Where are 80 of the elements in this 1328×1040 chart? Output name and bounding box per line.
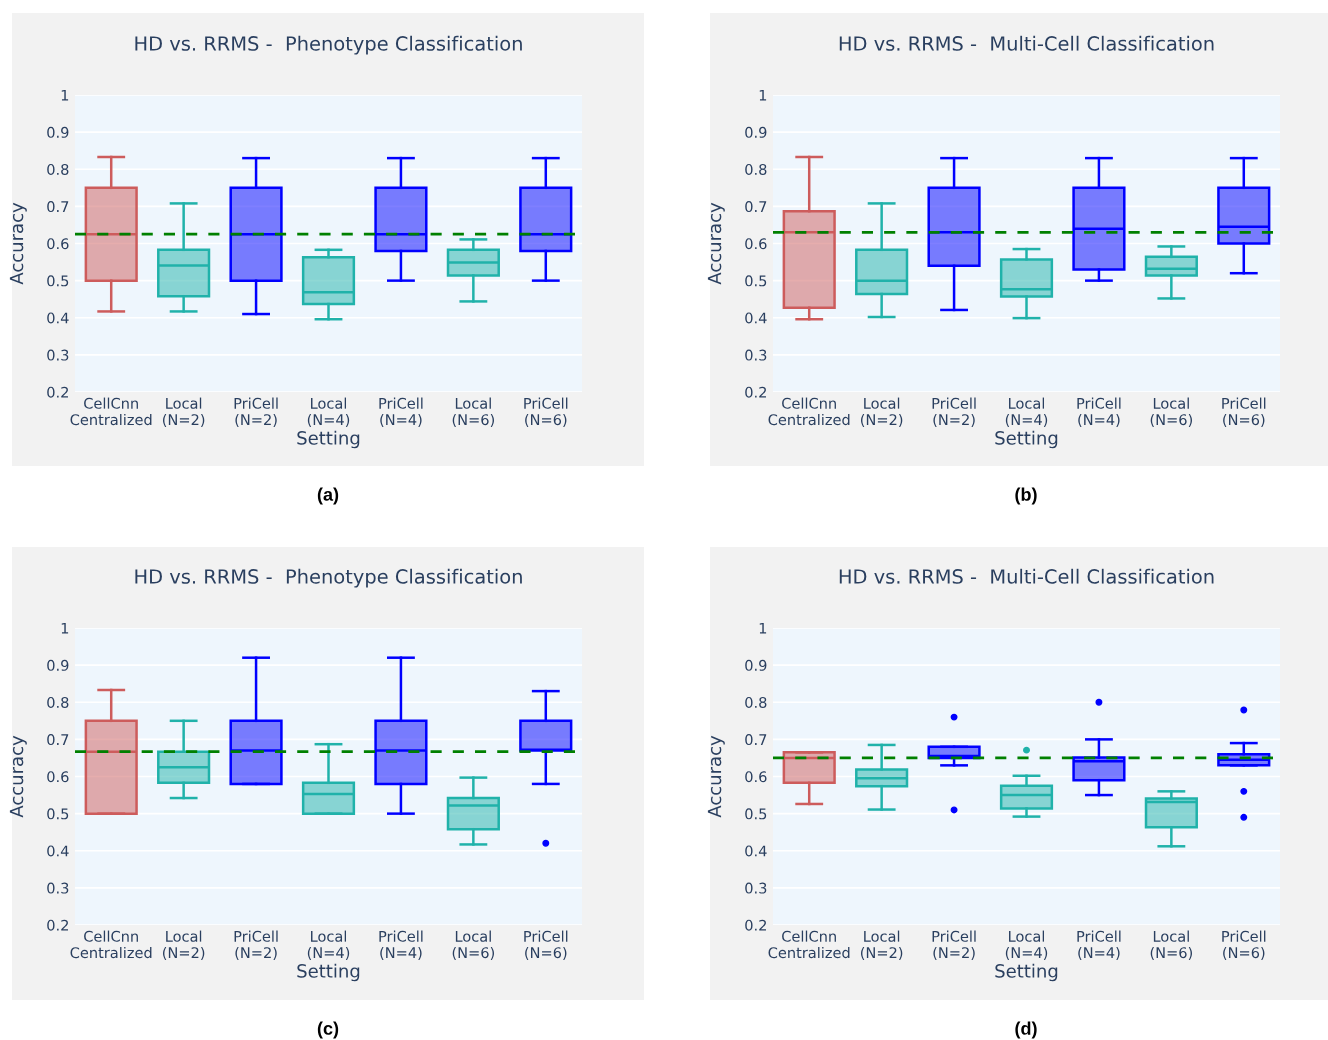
text: (d): [1015, 1021, 1037, 1039]
x-axis-title: Setting: [995, 430, 1058, 449]
x-axis-title: Setting: [995, 963, 1058, 982]
y-tick-label: 1: [759, 89, 767, 101]
x-tick-label: Local (N=2): [861, 930, 903, 960]
y-axis-title: Accuracy: [9, 202, 27, 285]
x-tick-label: PriCell (N=4): [1077, 397, 1121, 427]
y-tick-label: 0.8: [745, 163, 767, 175]
y-axis-title: Accuracy: [707, 202, 725, 285]
x-tick-label: CellCnn Centralized: [70, 397, 152, 426]
x-tick-label: PriCell (N=6): [1222, 930, 1266, 960]
text: (b): [1015, 487, 1037, 505]
x-tick-label: Local (N=4): [307, 397, 350, 427]
x-axis-title: Setting: [297, 963, 360, 982]
x-tick-label: PriCell (N=4): [379, 397, 423, 427]
x-tick-label: PriCell (N=2): [932, 930, 976, 960]
text: (c): [317, 1021, 339, 1039]
y-tick-label: 0.3: [745, 882, 767, 894]
chart-title: HD vs. RRMS - Multi-Cell Classification: [839, 568, 1214, 584]
y-tick-label: 0.3: [47, 882, 69, 894]
y-tick-label: 0.2: [745, 386, 766, 398]
x-tick-label: PriCell (N=4): [379, 930, 423, 960]
x-tick-label: PriCell (N=6): [1222, 397, 1266, 427]
y-tick-label: 0.6: [745, 771, 767, 783]
y-tick-label: 0.3: [47, 349, 69, 361]
x-tick-label: CellCnn Centralized: [768, 930, 850, 959]
y-tick-label: 0.6: [47, 771, 69, 783]
x-tick-label: PriCell (N=2): [234, 397, 278, 427]
chart-title: HD vs. RRMS - Phenotype Classification: [135, 35, 522, 55]
x-tick-label: Local (N=6): [1150, 930, 1192, 960]
y-tick-label: 0.9: [745, 659, 767, 671]
y-tick-label: 0.4: [47, 312, 69, 324]
x-tick-label: Local (N=2): [861, 397, 903, 427]
x-tick-label: PriCell (N=4): [1077, 930, 1121, 960]
x-tick-label: PriCell (N=6): [524, 930, 568, 960]
y-tick-label: 0.5: [745, 275, 767, 287]
y-tick-label: 0.9: [47, 659, 69, 671]
x-tick-label: Local (N=4): [1005, 397, 1048, 427]
x-tick-label: Local (N=2): [163, 397, 205, 427]
y-tick-label: 0.9: [47, 126, 69, 138]
x-tick-label: Local (N=4): [1005, 930, 1048, 960]
x-tick-label: PriCell (N=2): [932, 397, 976, 427]
y-tick-label: 0.2: [47, 386, 68, 398]
y-tick-label: 0.8: [47, 163, 69, 175]
y-tick-label: 0.4: [745, 312, 767, 324]
chart-title: HD vs. RRMS - Multi-Cell Classification: [839, 35, 1214, 51]
x-tick-label: Local (N=6): [452, 397, 494, 427]
y-tick-label: 1: [759, 622, 767, 634]
x-tick-label: Local (N=6): [1150, 397, 1192, 427]
y-tick-label: 0.3: [745, 349, 767, 361]
y-tick-label: 0.2: [47, 919, 68, 931]
x-tick-label: CellCnn Centralized: [70, 930, 152, 959]
y-tick-label: 1: [61, 622, 69, 634]
x-tick-label: Local (N=2): [163, 930, 205, 960]
x-tick-label: Local (N=6): [452, 930, 494, 960]
chart-title: HD vs. RRMS - Phenotype Classification: [135, 568, 522, 588]
x-tick-label: Local (N=4): [307, 930, 350, 960]
y-tick-label: 0.2: [745, 919, 766, 931]
y-axis-title: Accuracy: [707, 735, 725, 818]
x-tick-label: PriCell (N=6): [524, 397, 568, 427]
text: (a): [317, 487, 339, 505]
x-axis-title: Setting: [297, 430, 360, 449]
y-tick-label: 0.5: [47, 275, 69, 287]
y-tick-label: 0.5: [47, 808, 69, 820]
x-tick-label: CellCnn Centralized: [768, 397, 850, 426]
x-tick-label: PriCell (N=2): [234, 930, 278, 960]
y-tick-label: 0.9: [745, 126, 767, 138]
y-axis-title: Accuracy: [9, 735, 27, 818]
y-tick-label: 0.4: [745, 845, 767, 857]
y-tick-label: 0.8: [47, 696, 69, 708]
y-tick-label: 1: [61, 89, 69, 101]
y-tick-label: 0.6: [47, 238, 69, 250]
y-tick-label: 0.5: [745, 808, 767, 820]
y-tick-label: 0.8: [745, 696, 767, 708]
y-tick-label: 0.4: [47, 845, 69, 857]
y-tick-label: 0.7: [47, 734, 69, 746]
y-tick-label: 0.7: [47, 201, 69, 213]
y-tick-label: 0.6: [745, 238, 767, 250]
y-tick-label: 0.7: [745, 201, 767, 213]
y-tick-label: 0.7: [745, 734, 767, 746]
